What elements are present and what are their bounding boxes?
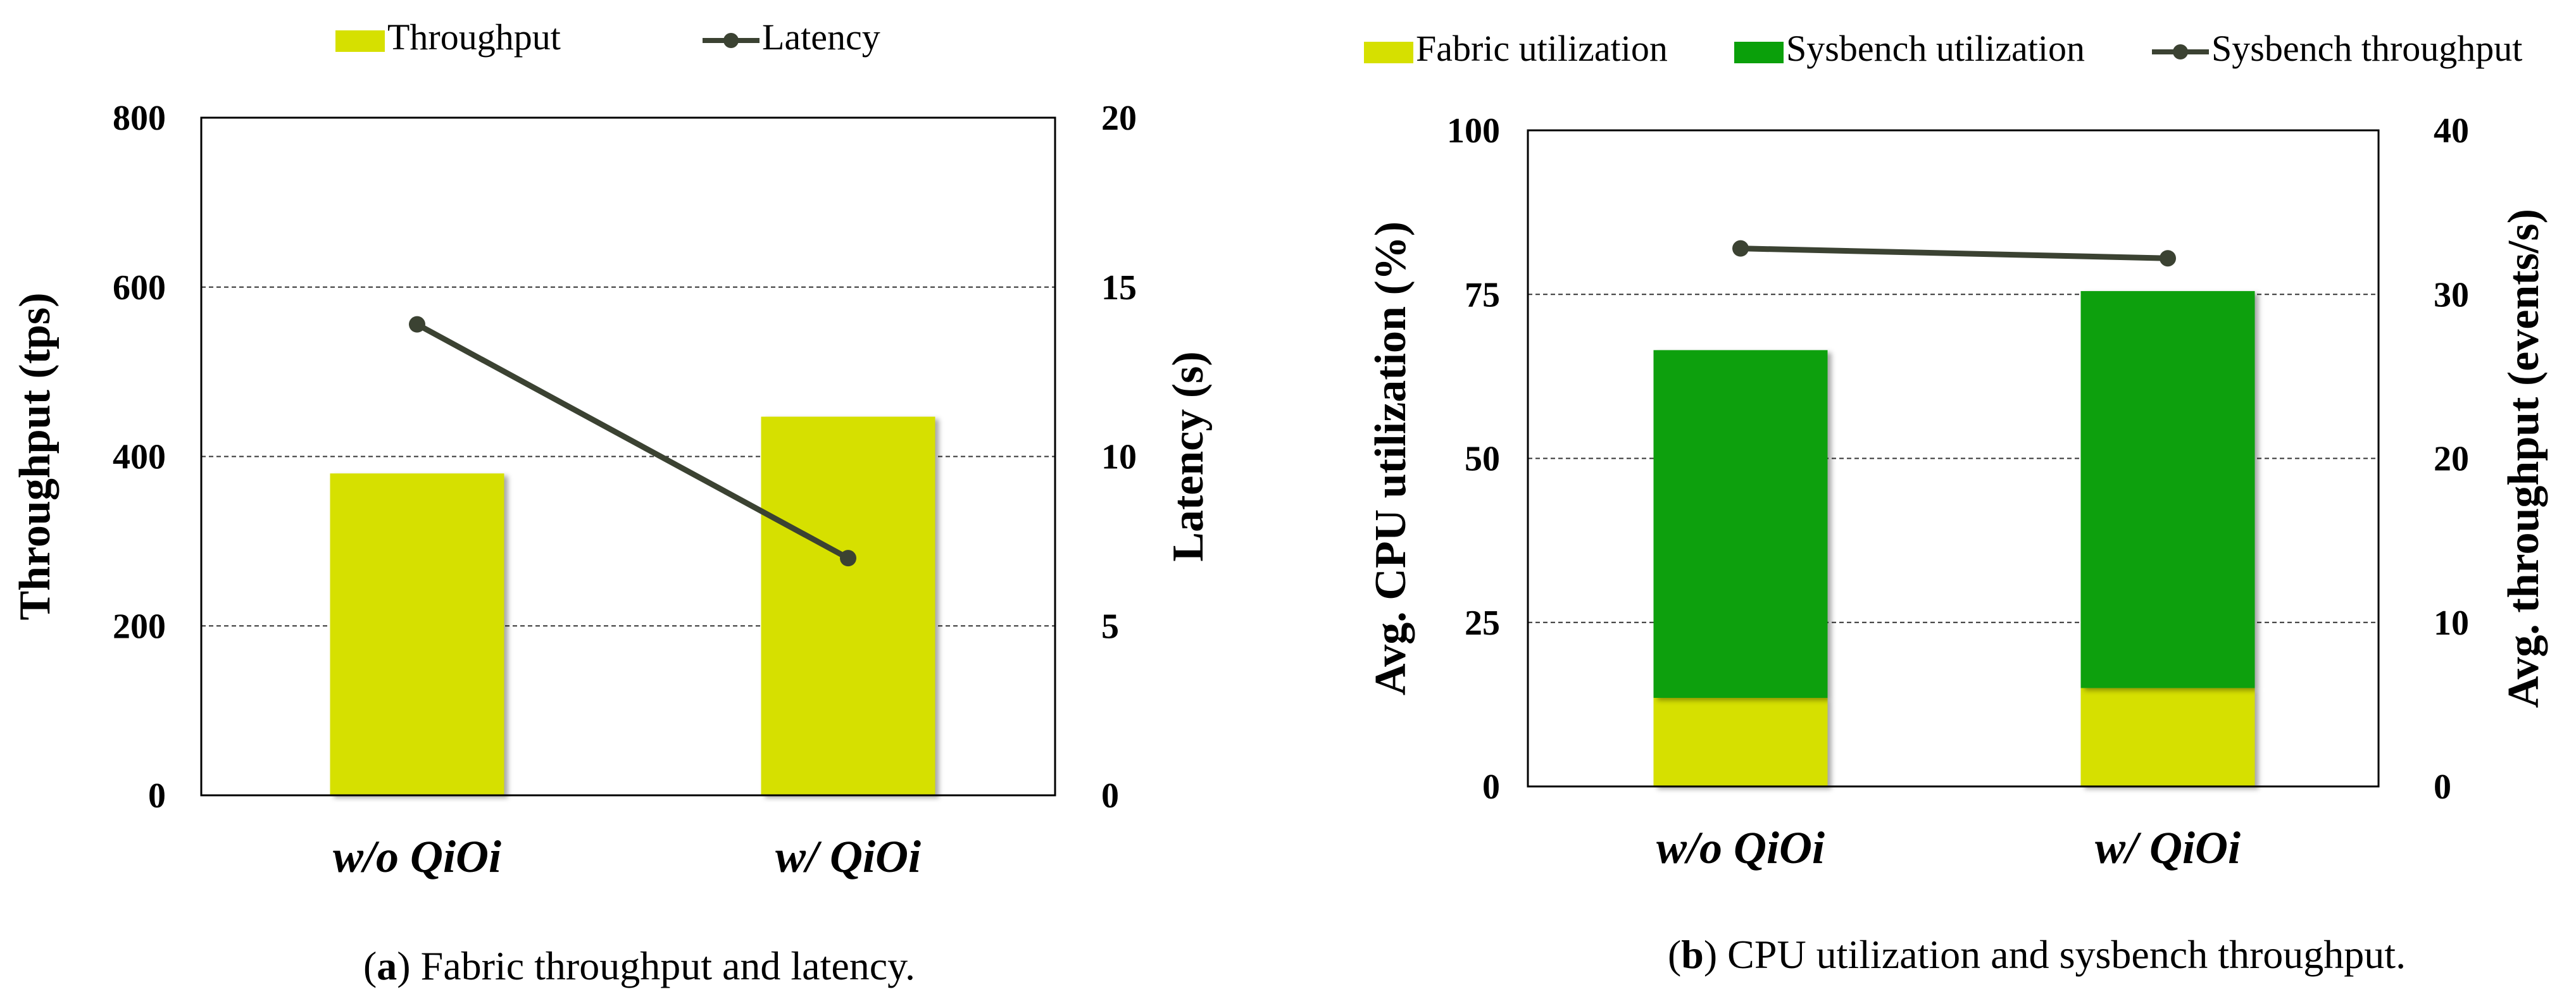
y-tick-label: 800 (113, 99, 166, 138)
y2-tick-label: 0 (1101, 776, 1119, 816)
legend-label: Latency (762, 16, 880, 58)
caption-text: CPU utilization and sysbench throughput. (1717, 932, 2406, 977)
y2-tick-label: 15 (1101, 268, 1137, 307)
legend-swatch (1734, 42, 1784, 63)
caption-paren-close: ) (1704, 932, 1717, 977)
legend-label: Sysbench utilization (1786, 28, 2085, 69)
line-point-2 (840, 550, 856, 567)
y2-tick-label: 10 (2434, 604, 2469, 643)
y2-tick-label: 5 (1101, 607, 1119, 646)
y-tick-label: 0 (1482, 767, 1500, 807)
y-tick-label: 25 (1465, 604, 1500, 643)
y-tick-label: 0 (148, 776, 166, 816)
caption-paren-open: ( (363, 943, 377, 988)
y-tick-label: 200 (113, 607, 166, 646)
x-tick-label: w/o QiOi (333, 831, 501, 882)
chart-b: 0 25 50 75 100 0 10 20 30 40 Avg. CPU utilization … (1364, 28, 2548, 977)
bar-throughput-1 (330, 473, 504, 795)
y2-tick-label: 20 (1101, 99, 1137, 138)
plot-frame (1527, 129, 2380, 788)
legend-label: Throughput (387, 16, 561, 58)
caption-paren-open: ( (1668, 932, 1681, 977)
line-point-1 (1732, 240, 1749, 257)
caption-letter: b (1681, 932, 1704, 977)
y2-tick-label: 30 (2434, 275, 2469, 314)
legend-marker (723, 33, 739, 48)
y2-axis-label: Latency (s) (1164, 351, 1213, 561)
y-tick-label: 50 (1465, 440, 1500, 479)
series-line-latency (415, 321, 850, 561)
chart-a: 0 200 400 600 800 0 5 10 15 20 Throughput (tps) Lat… (11, 16, 1213, 988)
y-tick-label: 400 (113, 438, 166, 477)
figure-caption: (b) CPU utilization and sysbench through… (1668, 932, 2406, 977)
bar-throughput-2 (761, 416, 935, 795)
series-line-sysbench-throughput (1740, 245, 2168, 261)
caption-paren-close: ) (397, 943, 410, 988)
caption-text: Fabric throughput and latency. (411, 943, 915, 988)
x-tick-label: w/ QiOi (775, 831, 921, 882)
legend-swatch (335, 30, 385, 52)
x-tick-label: w/o QiOi (1656, 823, 1825, 873)
y2-axis-label: Avg. throughput (events/s) (2499, 209, 2548, 708)
y2-tick-label: 40 (2434, 111, 2469, 151)
line-point-1 (409, 316, 425, 333)
plot-frame (200, 116, 1056, 797)
line-point-2 (2160, 250, 2176, 267)
legend-label: Sysbench throughput (2211, 28, 2522, 69)
y-tick-label: 600 (113, 268, 166, 307)
bar-sysbench-utilization-2 (2080, 291, 2255, 688)
y2-tick-label: 0 (2434, 767, 2451, 807)
legend-marker (2173, 44, 2188, 59)
y-tick-label: 100 (1447, 111, 1500, 151)
bar-sysbench-utilization-1 (1653, 350, 1828, 699)
legend-swatch (1364, 42, 1413, 63)
y2-tick-label: 10 (1101, 438, 1137, 477)
caption-letter: a (377, 943, 397, 988)
y-axis-label: Avg. CPU utilization (%) (1366, 221, 1415, 695)
x-tick-label: w/ QiOi (2095, 823, 2241, 873)
bar-fabric-utilization-2 (2080, 688, 2255, 786)
figure-caption: (a) Fabric throughput and latency. (363, 943, 915, 988)
y2-tick-label: 20 (2434, 440, 2469, 479)
y-axis-label: Throughput (tps) (11, 292, 59, 620)
y-tick-label: 75 (1465, 275, 1500, 314)
legend-label: Fabric utilization (1416, 28, 1668, 69)
bar-fabric-utilization-1 (1653, 698, 1828, 786)
